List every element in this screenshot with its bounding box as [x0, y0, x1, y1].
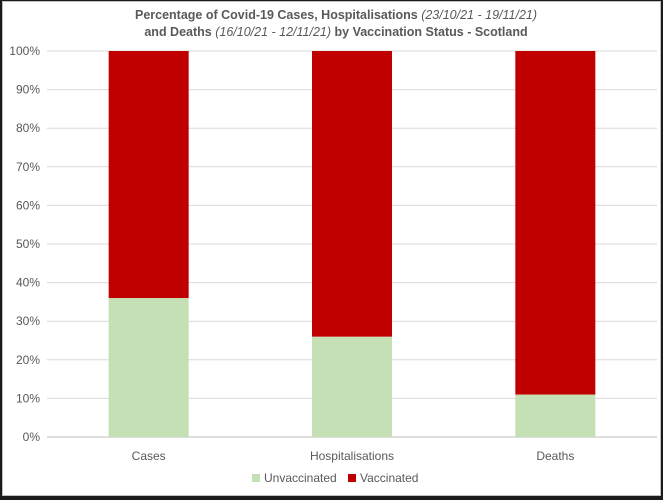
y-tick-label: 20%	[16, 353, 40, 367]
legend-swatch-vaccinated	[348, 474, 356, 482]
legend-label-unvaccinated: Unvaccinated	[264, 471, 337, 485]
legend-swatch-unvaccinated	[252, 474, 260, 482]
y-tick-label: 0%	[23, 430, 41, 444]
y-tick-label: 50%	[16, 237, 40, 251]
title-line-1-main: Percentage of Covid-19 Cases, Hospitalis…	[135, 8, 421, 22]
y-axis-ticks: 0% 10% 20% 30% 40% 50% 60% 70% 80% 90% 100%	[9, 44, 40, 444]
bars	[108, 51, 596, 437]
x-tick-label: Hospitalisations	[310, 449, 394, 463]
bar-vaccinated-cases	[108, 51, 189, 299]
title-line-2-post: by Vaccination Status - Scotland	[331, 25, 528, 39]
y-tick-label: 90%	[16, 83, 40, 97]
x-tick-label: Deaths	[536, 449, 574, 463]
stacked-bar-chart: Percentage of Covid-19 Cases, Hospitalis…	[9, 8, 657, 485]
bar-unvaccinated-hospitalisations	[312, 336, 392, 437]
y-tick-label: 10%	[16, 391, 40, 405]
bar-vaccinated-deaths	[515, 51, 596, 395]
y-tick-label: 100%	[9, 44, 40, 58]
legend: Unvaccinated Vaccinated	[252, 471, 418, 485]
x-tick-label: Cases	[132, 449, 166, 463]
bar-unvaccinated-cases	[108, 298, 189, 437]
legend-label-vaccinated: Vaccinated	[360, 471, 418, 485]
bar-vaccinated-hospitalisations	[312, 51, 392, 337]
y-tick-label: 80%	[16, 121, 40, 135]
title-line-2-dates: (16/10/21 - 12/11/21)	[215, 25, 331, 39]
title-line-1-dates: (23/10/21 - 19/11/21)	[421, 8, 537, 22]
y-tick-label: 30%	[16, 314, 40, 328]
x-axis-ticks: Cases Hospitalisations Deaths	[132, 449, 575, 463]
y-tick-label: 60%	[16, 198, 40, 212]
title-line-2-pre: and Deaths	[144, 25, 215, 39]
title-line-1: Percentage of Covid-19 Cases, Hospitalis…	[135, 8, 537, 22]
bar-unvaccinated-deaths	[515, 394, 596, 437]
chart-title: Percentage of Covid-19 Cases, Hospitalis…	[135, 8, 537, 39]
title-line-2: and Deaths (16/10/21 - 12/11/21) by Vacc…	[144, 25, 527, 39]
y-tick-label: 70%	[16, 160, 40, 174]
y-tick-label: 40%	[16, 276, 40, 290]
